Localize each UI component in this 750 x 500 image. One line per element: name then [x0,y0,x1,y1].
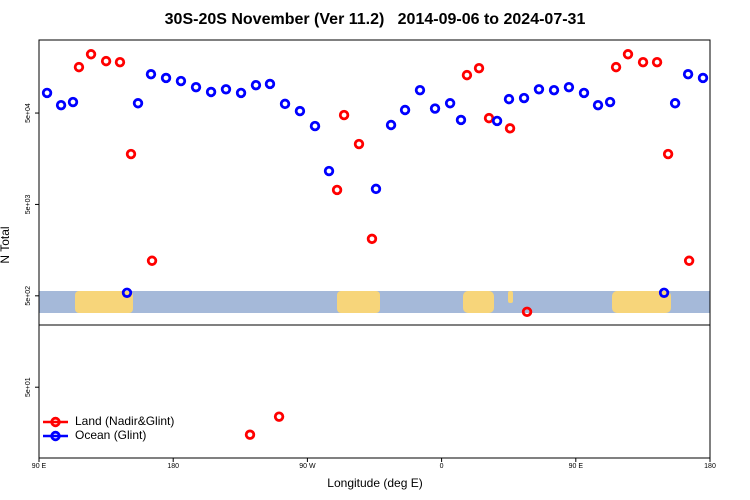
x-tick-label: 180 [167,463,179,470]
legend-marker [50,430,61,442]
point [604,96,616,108]
chart-title: 30S-20S November (Ver 11.2) 2014-09-06 t… [165,11,586,28]
point [294,105,306,117]
point [521,306,533,318]
point [662,148,674,160]
y-tick-label: 5e+03 [25,195,32,215]
point [697,72,709,84]
point [264,78,276,90]
point [114,57,126,68]
point [190,81,202,93]
point [309,120,321,132]
point [658,287,670,298]
point [273,411,285,422]
y-tick-label: 5e+04 [25,103,32,123]
point [55,99,67,111]
x-tick-label: 180 [704,463,716,470]
point [592,99,604,111]
point [683,255,695,266]
legend-label: Ocean (Glint) [75,428,146,442]
point [73,61,85,73]
point [455,114,467,126]
point [504,123,516,134]
x-tick-label: 0 [440,463,444,470]
point [622,49,634,60]
point [220,84,232,95]
point [473,62,485,74]
point [160,72,172,84]
point [461,69,473,81]
point [100,55,112,67]
point [491,115,503,127]
point [578,87,590,99]
point [682,69,694,80]
point [323,165,335,177]
point [414,84,426,96]
point [145,69,157,80]
point [125,148,137,160]
point [250,79,262,91]
point [235,87,247,99]
point [366,233,378,245]
point [175,75,187,87]
y-axis-label: N Total [0,226,12,263]
point [132,98,144,109]
plot-frame [38,39,711,459]
point [483,112,495,124]
point [444,98,456,109]
map-band [39,291,710,313]
point [121,287,133,298]
point [651,57,663,68]
point [370,183,382,195]
point [205,86,217,98]
point [518,92,530,104]
point [429,103,441,114]
point [399,104,411,116]
point [331,184,343,196]
x-tick-label: 90 W [299,463,316,470]
x-tick-label: 90 E [569,463,584,470]
point [338,109,350,121]
legend-marker [50,416,61,428]
legend-label: Land (Nadir&Glint) [75,414,174,428]
point [637,57,649,68]
y-tick-label: 5e+02 [25,286,32,306]
point [244,429,256,440]
point [548,84,560,96]
point [41,87,53,99]
point [385,119,397,131]
point [67,96,79,108]
point [353,138,365,150]
y-tick-label: 5e+01 [25,377,32,397]
x-axis-label: Longitude (deg E) [327,476,422,490]
point [533,84,545,95]
x-tick-label: 90 E [32,463,47,470]
point [503,93,515,105]
point [563,81,575,93]
point [279,98,291,110]
point [85,49,97,60]
point [669,98,681,109]
point [146,255,158,266]
point [610,61,622,73]
